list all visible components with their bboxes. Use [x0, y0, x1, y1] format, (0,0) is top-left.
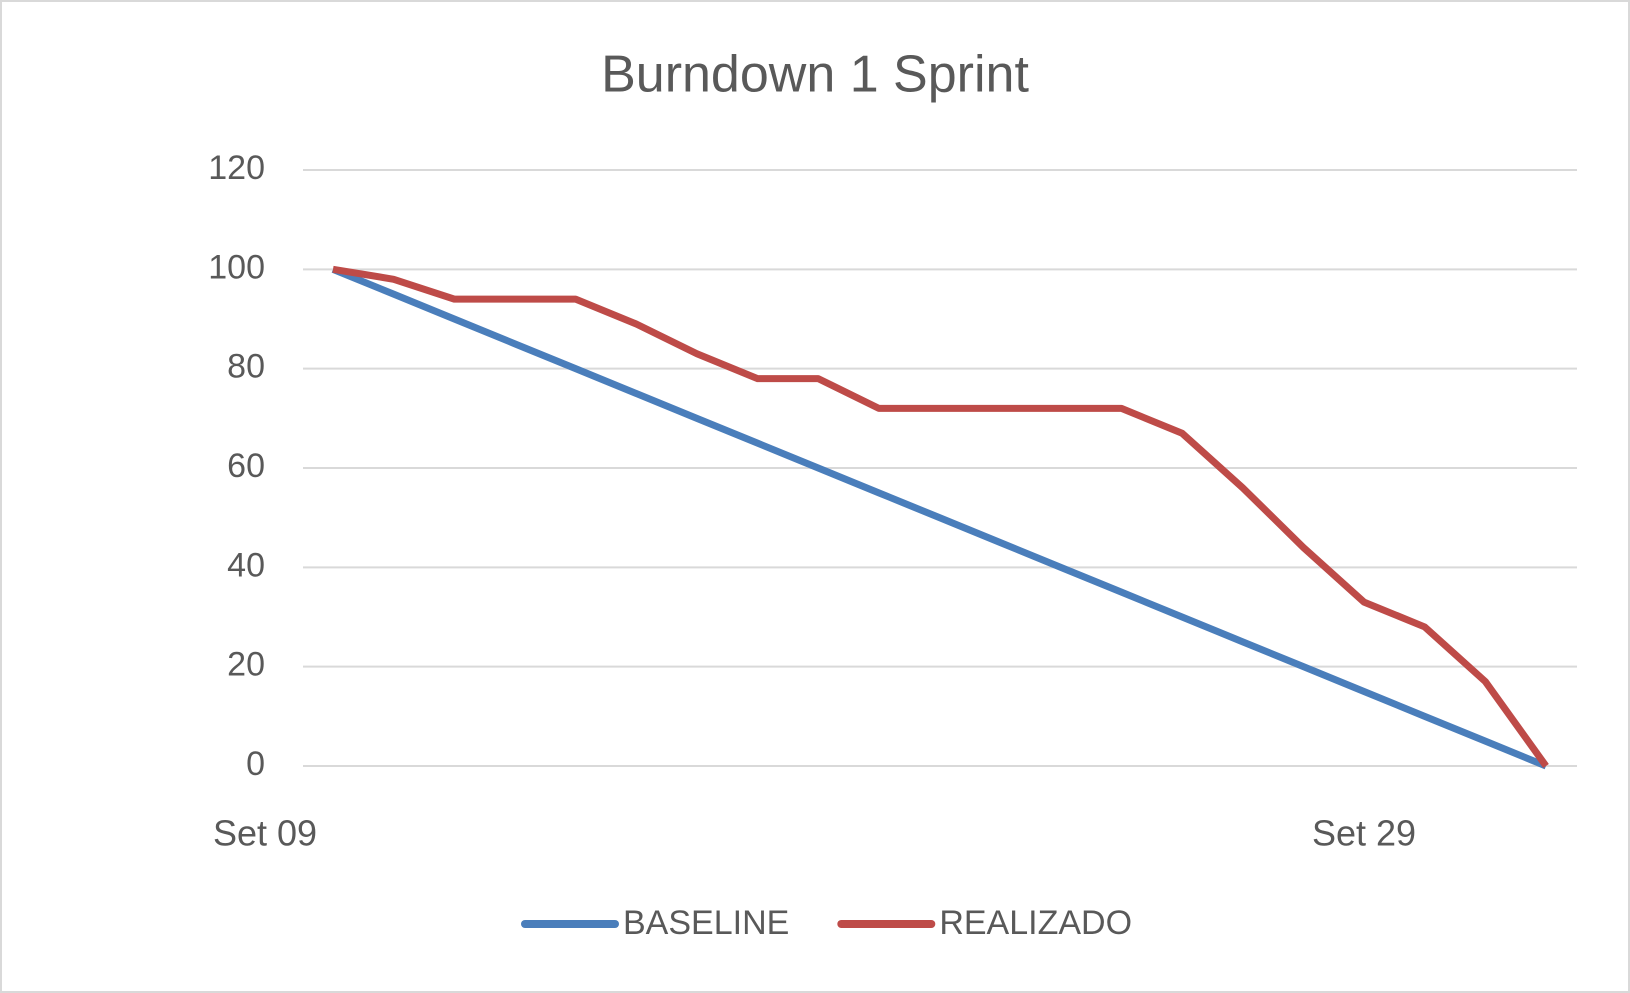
y-tick-label: 120	[208, 149, 265, 187]
y-tick-label: 20	[227, 646, 265, 684]
y-tick-label: 0	[246, 745, 265, 783]
y-tick-label: 100	[208, 248, 265, 286]
x-tick-label: Set 09	[213, 813, 317, 854]
chart-title: Burndown 1 Sprint	[601, 46, 1029, 104]
y-tick-label: 40	[227, 546, 265, 584]
x-tick-label: Set 29	[1312, 813, 1416, 854]
y-tick-label: 80	[227, 348, 265, 386]
legend-label: REALIZADO	[939, 904, 1132, 942]
series-line	[332, 265, 1549, 769]
y-tick-label: 60	[227, 447, 265, 485]
legend-label: BASELINE	[623, 904, 789, 942]
series-line	[331, 266, 1548, 770]
